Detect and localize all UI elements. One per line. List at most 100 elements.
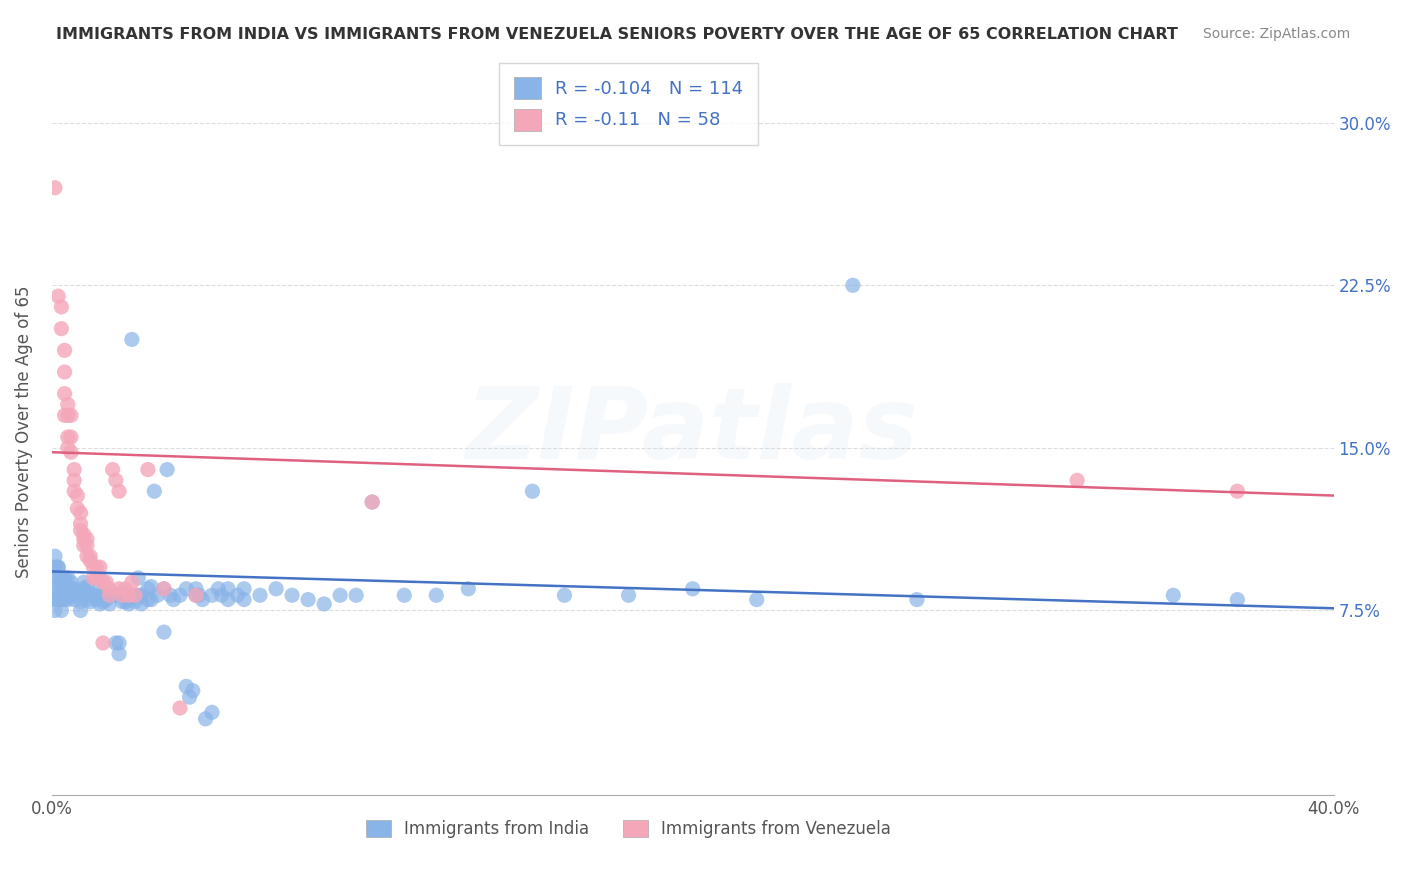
- Point: [73, 582, 96, 596]
- Point: [1066, 474, 1088, 488]
- Point: [682, 582, 704, 596]
- Point: [111, 595, 134, 609]
- Point: [101, 462, 124, 476]
- Point: [51, 582, 73, 596]
- Point: [114, 595, 136, 609]
- Point: [121, 575, 143, 590]
- Point: [617, 588, 640, 602]
- Point: [53, 571, 76, 585]
- Point: [101, 586, 124, 600]
- Point: [553, 588, 575, 602]
- Point: [66, 588, 89, 602]
- Point: [56, 430, 79, 444]
- Point: [46, 571, 69, 585]
- Point: [73, 538, 96, 552]
- Point: [69, 516, 91, 531]
- Point: [44, 603, 66, 617]
- Point: [264, 582, 287, 596]
- Point: [169, 701, 191, 715]
- Point: [44, 582, 66, 596]
- Point: [46, 560, 69, 574]
- Point: [76, 549, 98, 564]
- Point: [188, 588, 211, 602]
- Point: [56, 592, 79, 607]
- Point: [46, 289, 69, 303]
- Point: [69, 506, 91, 520]
- Point: [89, 560, 111, 574]
- Point: [344, 588, 367, 602]
- Point: [361, 495, 384, 509]
- Point: [46, 592, 69, 607]
- Point: [905, 592, 928, 607]
- Point: [63, 592, 86, 607]
- Point: [89, 571, 111, 585]
- Point: [73, 527, 96, 541]
- Point: [51, 603, 73, 617]
- Point: [69, 523, 91, 537]
- Point: [76, 580, 98, 594]
- Point: [207, 582, 229, 596]
- Point: [44, 180, 66, 194]
- Point: [118, 592, 141, 607]
- Point: [361, 495, 384, 509]
- Point: [82, 588, 104, 602]
- Point: [745, 592, 768, 607]
- Point: [118, 588, 141, 602]
- Point: [53, 409, 76, 423]
- Point: [91, 588, 114, 602]
- Text: Source: ZipAtlas.com: Source: ZipAtlas.com: [1202, 27, 1350, 41]
- Point: [79, 586, 101, 600]
- Point: [89, 588, 111, 602]
- Point: [59, 409, 82, 423]
- Point: [91, 575, 114, 590]
- Point: [63, 582, 86, 596]
- Point: [79, 595, 101, 609]
- Point: [53, 343, 76, 358]
- Point: [46, 560, 69, 574]
- Point: [51, 321, 73, 335]
- Point: [51, 588, 73, 602]
- Point: [136, 582, 159, 596]
- Point: [63, 484, 86, 499]
- Point: [169, 588, 191, 602]
- Point: [53, 575, 76, 590]
- Point: [111, 586, 134, 600]
- Point: [59, 588, 82, 602]
- Point: [98, 588, 121, 602]
- Point: [176, 582, 198, 596]
- Point: [59, 430, 82, 444]
- Legend: Immigrants from India, Immigrants from Venezuela: Immigrants from India, Immigrants from V…: [360, 813, 897, 845]
- Point: [184, 582, 207, 596]
- Point: [86, 560, 108, 574]
- Point: [56, 409, 79, 423]
- Point: [46, 592, 69, 607]
- Point: [98, 588, 121, 602]
- Point: [1161, 588, 1184, 602]
- Point: [44, 549, 66, 564]
- Point: [217, 592, 239, 607]
- Point: [89, 597, 111, 611]
- Point: [176, 679, 198, 693]
- Point: [124, 588, 146, 602]
- Point: [44, 560, 66, 574]
- Point: [233, 592, 256, 607]
- Point: [86, 592, 108, 607]
- Point: [136, 462, 159, 476]
- Point: [124, 588, 146, 602]
- Point: [146, 588, 169, 602]
- Point: [121, 588, 143, 602]
- Point: [131, 597, 153, 611]
- Point: [79, 549, 101, 564]
- Point: [226, 588, 249, 602]
- Point: [53, 582, 76, 596]
- Point: [82, 560, 104, 574]
- Point: [51, 300, 73, 314]
- Point: [124, 595, 146, 609]
- Point: [44, 571, 66, 585]
- Point: [191, 592, 214, 607]
- Y-axis label: Seniors Poverty Over the Age of 65: Seniors Poverty Over the Age of 65: [15, 285, 32, 578]
- Point: [63, 462, 86, 476]
- Point: [156, 462, 179, 476]
- Point: [153, 625, 176, 640]
- Point: [184, 588, 207, 602]
